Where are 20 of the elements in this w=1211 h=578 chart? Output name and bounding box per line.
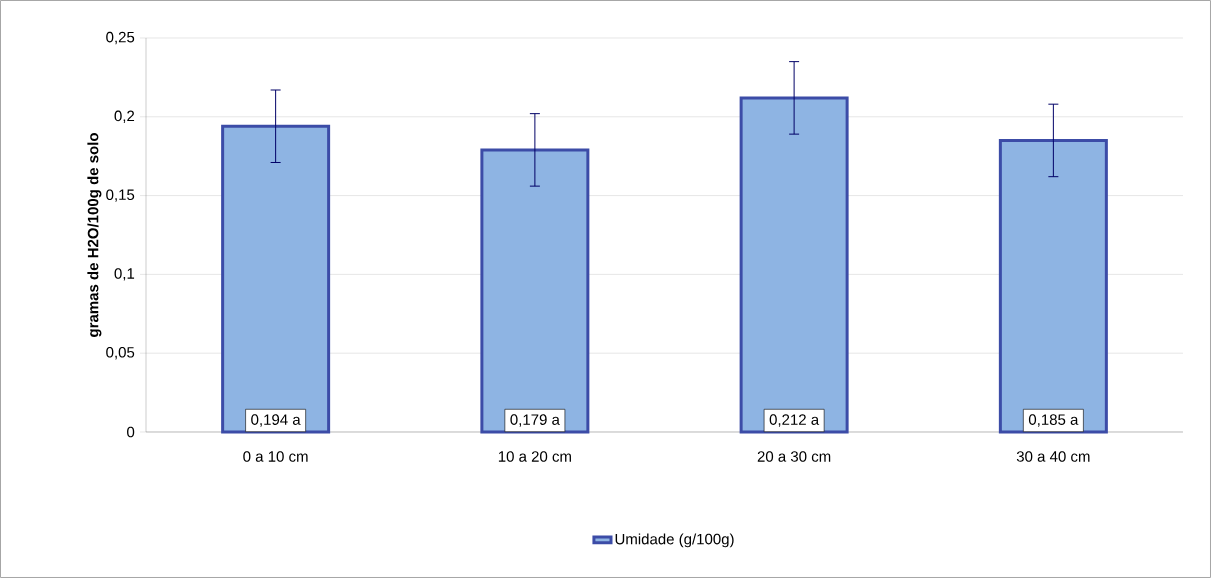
bar [739,96,849,434]
data-label: 0,194 a [251,414,301,427]
x-tick-label: 10 a 20 cm [498,451,571,462]
data-label: 0,212 a [769,414,820,427]
x-tick-label: 20 a 30 cm [757,451,831,462]
x-tick-label: 0 a 10 cm [243,451,308,462]
y-tick-label: 0,15 [106,189,135,202]
data-label: 0,179 a [510,414,560,427]
bar [998,138,1108,434]
data-label: 0,185 a [1028,414,1079,427]
y-tick-label: 0,2 [114,110,135,123]
legend-label: Umidade (g/100g) [615,533,734,548]
x-tick-label: 30 a 40 cm [1016,451,1090,462]
bar [221,124,331,434]
y-axis-title: gramas de H2O/100g de solo [87,133,102,337]
y-tick-label: 0 [127,426,135,438]
y-tick-label: 0,05 [106,346,135,360]
y-tick-label: 0,1 [114,268,135,281]
y-tick-label: 0,25 [106,31,135,45]
bar [480,148,590,434]
